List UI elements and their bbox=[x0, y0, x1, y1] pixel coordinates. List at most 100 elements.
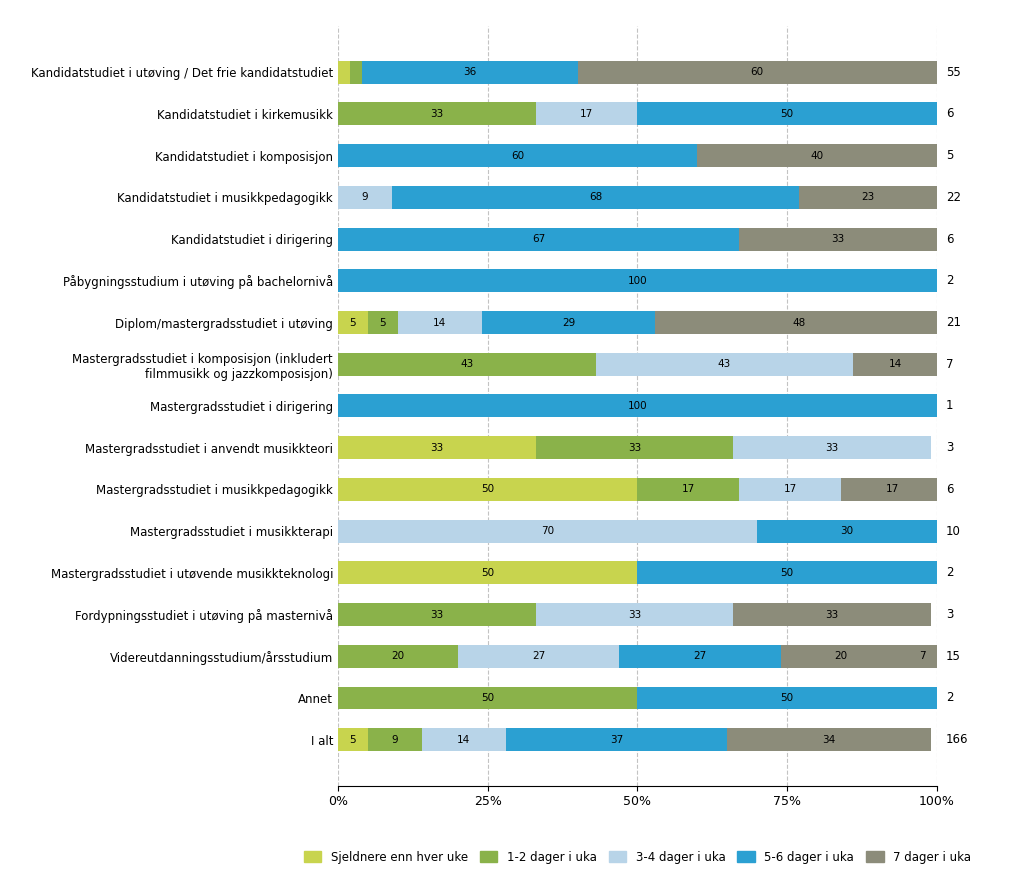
Text: 5: 5 bbox=[349, 735, 356, 745]
Bar bbox=[338, 269, 937, 292]
Text: 2: 2 bbox=[946, 274, 953, 287]
Text: 43: 43 bbox=[460, 359, 473, 369]
Text: 33: 33 bbox=[825, 443, 839, 453]
Text: 14: 14 bbox=[889, 359, 902, 369]
Text: 60: 60 bbox=[751, 67, 764, 77]
Bar bbox=[458, 645, 620, 668]
Bar bbox=[536, 102, 637, 126]
Bar bbox=[338, 186, 392, 209]
Bar bbox=[739, 478, 841, 501]
Bar bbox=[901, 645, 943, 668]
Text: 5: 5 bbox=[946, 149, 953, 162]
Text: 7: 7 bbox=[946, 358, 953, 371]
Bar bbox=[733, 436, 931, 459]
Bar bbox=[481, 311, 655, 334]
Bar bbox=[596, 353, 853, 375]
Text: 6: 6 bbox=[946, 107, 953, 120]
Bar bbox=[392, 186, 799, 209]
Bar bbox=[620, 645, 781, 668]
Bar bbox=[338, 102, 536, 126]
Bar bbox=[338, 436, 536, 459]
Text: 17: 17 bbox=[783, 485, 797, 494]
Text: 1: 1 bbox=[946, 400, 953, 412]
Text: 48: 48 bbox=[793, 318, 806, 327]
Text: 10: 10 bbox=[946, 525, 961, 538]
Bar bbox=[338, 603, 536, 626]
Text: 50: 50 bbox=[481, 693, 495, 703]
Bar bbox=[637, 102, 937, 126]
Bar bbox=[739, 228, 937, 251]
Bar bbox=[397, 311, 481, 334]
Text: 50: 50 bbox=[780, 109, 794, 119]
Text: 5: 5 bbox=[349, 318, 356, 327]
Text: 55: 55 bbox=[946, 65, 961, 79]
Text: 9: 9 bbox=[391, 735, 398, 745]
Bar bbox=[758, 519, 937, 543]
Bar bbox=[841, 478, 943, 501]
Bar bbox=[637, 686, 937, 710]
Text: 50: 50 bbox=[481, 485, 495, 494]
Bar bbox=[338, 686, 637, 710]
Text: 14: 14 bbox=[433, 318, 446, 327]
Text: 6: 6 bbox=[946, 483, 953, 496]
Text: 3: 3 bbox=[946, 441, 953, 454]
Bar bbox=[338, 645, 458, 668]
Text: 33: 33 bbox=[628, 443, 641, 453]
Bar bbox=[781, 645, 901, 668]
Text: 27: 27 bbox=[693, 651, 707, 661]
Text: 3: 3 bbox=[946, 608, 953, 621]
Text: 100: 100 bbox=[628, 401, 647, 411]
Bar bbox=[733, 603, 931, 626]
Bar bbox=[422, 728, 506, 751]
Text: 5: 5 bbox=[380, 318, 386, 327]
Text: 33: 33 bbox=[430, 109, 443, 119]
Text: 20: 20 bbox=[391, 651, 404, 661]
Text: 43: 43 bbox=[718, 359, 731, 369]
Bar bbox=[350, 61, 361, 84]
Text: 30: 30 bbox=[841, 526, 854, 536]
Text: 70: 70 bbox=[541, 526, 554, 536]
Bar bbox=[637, 478, 739, 501]
Bar bbox=[338, 61, 350, 84]
Text: 14: 14 bbox=[457, 735, 470, 745]
Bar bbox=[578, 61, 937, 84]
Text: 33: 33 bbox=[430, 609, 443, 620]
Bar bbox=[697, 144, 937, 167]
Text: 33: 33 bbox=[430, 443, 443, 453]
Bar bbox=[338, 478, 637, 501]
Bar bbox=[338, 519, 758, 543]
Text: 60: 60 bbox=[511, 151, 524, 161]
Bar bbox=[338, 561, 637, 584]
Text: 50: 50 bbox=[481, 567, 495, 578]
Text: 17: 17 bbox=[682, 485, 695, 494]
Text: 33: 33 bbox=[831, 234, 845, 244]
Bar bbox=[338, 353, 596, 375]
Text: 67: 67 bbox=[532, 234, 545, 244]
Bar bbox=[536, 436, 733, 459]
Bar bbox=[655, 311, 943, 334]
Text: 2: 2 bbox=[946, 567, 953, 580]
Text: 23: 23 bbox=[861, 192, 874, 203]
Bar bbox=[637, 561, 937, 584]
Bar bbox=[853, 353, 937, 375]
Legend: Sjeldnere enn hver uke, 1-2 dager i uka, 3-4 dager i uka, 5-6 dager i uka, 7 dag: Sjeldnere enn hver uke, 1-2 dager i uka,… bbox=[298, 845, 977, 870]
Text: 33: 33 bbox=[825, 609, 839, 620]
Text: 15: 15 bbox=[946, 650, 961, 663]
Bar bbox=[536, 603, 733, 626]
Bar bbox=[338, 311, 368, 334]
Bar bbox=[799, 186, 937, 209]
Text: 22: 22 bbox=[946, 191, 961, 204]
Bar bbox=[368, 311, 397, 334]
Text: 7: 7 bbox=[919, 651, 926, 661]
Bar bbox=[338, 228, 739, 251]
Bar bbox=[338, 144, 697, 167]
Bar bbox=[368, 728, 422, 751]
Text: 9: 9 bbox=[361, 192, 369, 203]
Text: 33: 33 bbox=[628, 609, 641, 620]
Bar bbox=[727, 728, 931, 751]
Text: 50: 50 bbox=[780, 567, 794, 578]
Text: 37: 37 bbox=[610, 735, 623, 745]
Bar bbox=[338, 728, 368, 751]
Text: 6: 6 bbox=[946, 232, 953, 245]
Text: 29: 29 bbox=[562, 318, 575, 327]
